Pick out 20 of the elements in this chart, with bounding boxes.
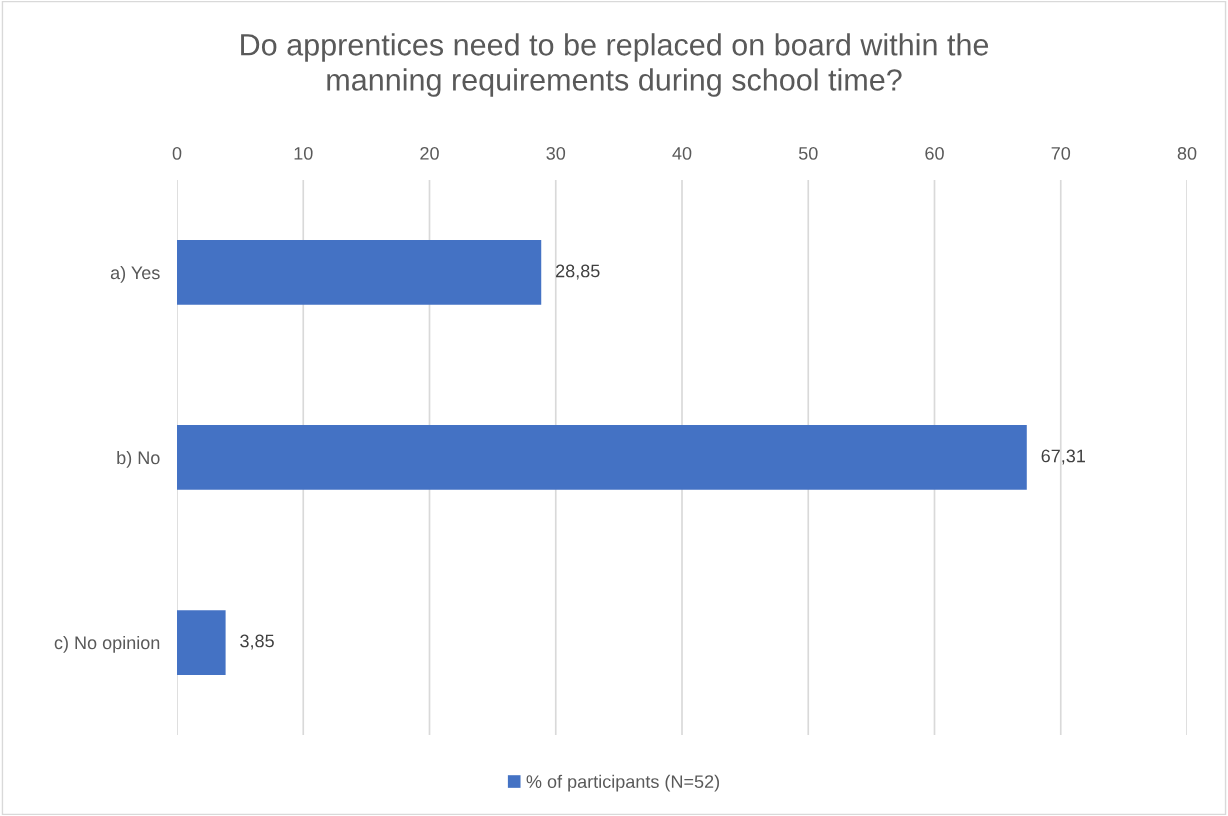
data-label: 3,85 <box>240 634 274 650</box>
x-tick-label: 0 <box>172 146 182 160</box>
y-tick-label: c) No opinion <box>54 635 160 653</box>
bar <box>177 425 1027 490</box>
x-tick-label: 20 <box>420 146 439 160</box>
x-tick-label: 50 <box>798 146 818 160</box>
legend-label: % of participants (N=52) <box>526 774 719 792</box>
x-tick-label: 70 <box>1051 146 1071 160</box>
y-tick-label: b) No <box>117 450 160 468</box>
chart-title: Do apprentices need to be replaced on board within the manning requirements during school time? <box>241 33 989 97</box>
x-tick-label: 30 <box>546 146 566 160</box>
x-tick-label: 10 <box>294 146 313 160</box>
x-tick-label: 80 <box>1177 146 1197 160</box>
y-tick-label: a) Yes <box>110 265 160 283</box>
data-label: 28,85 <box>556 264 600 280</box>
x-tick-label: 60 <box>925 146 944 160</box>
bar <box>177 240 542 305</box>
bar <box>177 610 226 675</box>
data-label: 67,31 <box>1041 449 1085 465</box>
x-tick-label: 40 <box>672 146 692 160</box>
